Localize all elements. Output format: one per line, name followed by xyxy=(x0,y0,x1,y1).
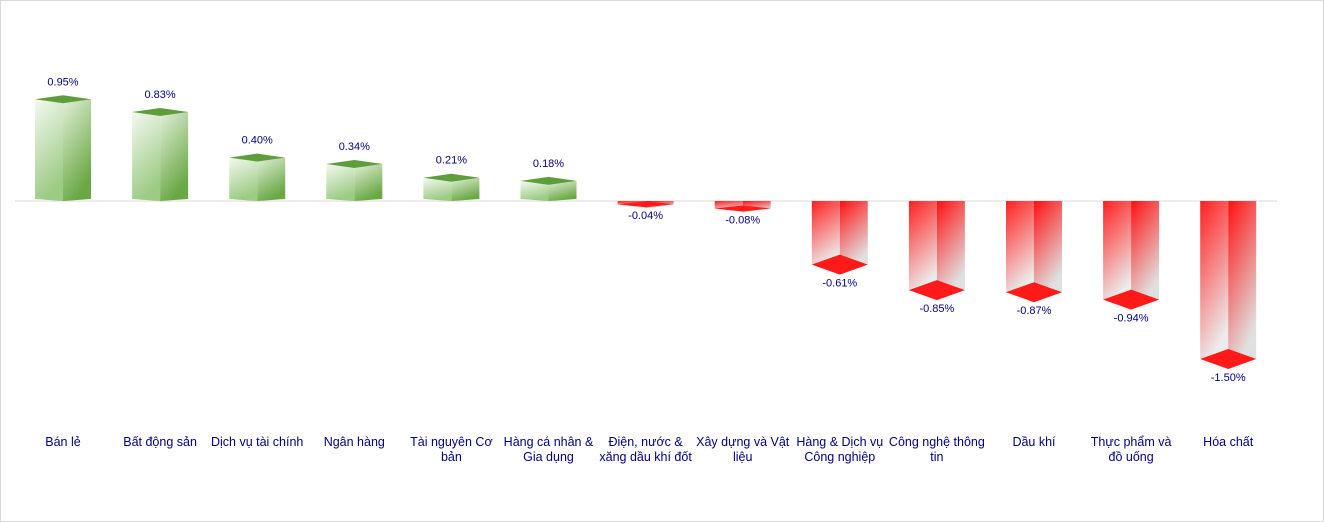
bar-side-face xyxy=(354,163,383,201)
category-label: Dầu khí xyxy=(1012,435,1056,449)
bar-front-face xyxy=(423,177,452,201)
bar-top-face xyxy=(520,176,577,185)
category-label: Hóa chất xyxy=(1203,435,1254,449)
bar-side-face xyxy=(548,180,577,201)
category-label: Hàng & Dịch vụ Công nghiệp xyxy=(796,435,884,464)
category-label: Dịch vụ tài chính xyxy=(210,435,304,449)
category-label: Công nghệ thông tin xyxy=(888,435,985,464)
data-label: -0.61% xyxy=(822,278,857,290)
bar-12 xyxy=(1200,201,1257,369)
bar-bottom-face xyxy=(617,201,674,208)
bar-10 xyxy=(1006,201,1062,303)
category-label: Ngân hàng xyxy=(323,435,385,449)
bar-6 xyxy=(617,201,674,209)
bar-side-face xyxy=(1034,201,1062,297)
bar-11 xyxy=(1103,201,1160,310)
category-label: Điện, nước & xăng dầu khí đốt xyxy=(599,435,692,464)
bar-top-face xyxy=(35,95,91,104)
bar-side-face xyxy=(160,112,189,201)
bar-side-face xyxy=(257,157,286,201)
data-label: -0.04% xyxy=(628,210,663,222)
bar-front-face xyxy=(811,201,840,269)
bar-bottom-face xyxy=(1103,289,1160,310)
data-label: 0.83% xyxy=(144,89,175,101)
bar-9 xyxy=(908,201,965,301)
bar-bottom-face xyxy=(811,254,868,275)
category-label: Bất động sản xyxy=(123,435,197,449)
bar-front-face xyxy=(1006,201,1034,297)
data-label: -0.87% xyxy=(1017,305,1052,317)
bar-4 xyxy=(423,173,480,201)
bar-side-face xyxy=(63,99,91,201)
bar-bottom-face xyxy=(714,205,771,212)
bar-side-face xyxy=(451,177,480,201)
data-label: -0.94% xyxy=(1114,313,1149,325)
bar-top-face xyxy=(326,159,383,168)
bar-1 xyxy=(132,108,189,201)
data-label: -0.08% xyxy=(725,214,760,226)
bar-top-face xyxy=(229,153,286,162)
bar-7 xyxy=(714,201,771,213)
bar-bottom-face xyxy=(1200,349,1257,369)
category-label: Thực phẩm và đồ uống xyxy=(1090,435,1172,464)
category-label: Tài nguyên Cơ bản xyxy=(410,435,493,464)
bar-front-face xyxy=(1200,201,1229,363)
data-label: 0.34% xyxy=(339,141,370,153)
bar-3 xyxy=(326,159,383,201)
data-label: 0.40% xyxy=(242,135,273,147)
bar-front-face xyxy=(520,180,549,201)
bar-bottom-face xyxy=(1006,282,1062,303)
data-label: 0.95% xyxy=(47,76,78,88)
data-label: -1.50% xyxy=(1211,372,1246,384)
data-label: 0.21% xyxy=(436,155,467,167)
bar-front-face xyxy=(908,201,937,295)
category-label: Xây dựng và Vật liệu xyxy=(696,435,790,464)
bar-side-face xyxy=(936,201,965,295)
bar-side-face xyxy=(839,201,868,269)
bar-5 xyxy=(520,176,577,201)
data-label: -0.85% xyxy=(919,303,954,315)
bar-front-face xyxy=(326,163,355,201)
data-label: 0.18% xyxy=(533,158,564,170)
bar-top-face xyxy=(132,108,189,117)
bar-side-face xyxy=(1131,201,1160,304)
bar-front-face xyxy=(35,99,63,201)
bar-bottom-face xyxy=(908,280,965,301)
bar-8 xyxy=(811,201,868,275)
category-label: Hàng cá nhân & Gia dụng xyxy=(503,435,594,464)
bar-top-face xyxy=(423,173,480,182)
bar-front-face xyxy=(229,157,258,201)
bar-front-face xyxy=(1103,201,1132,304)
category-label: Bán lẻ xyxy=(45,435,81,449)
bar-side-face xyxy=(1228,201,1257,363)
bar-2 xyxy=(229,153,286,201)
bar-0 xyxy=(35,95,91,201)
bar-front-face xyxy=(132,112,161,201)
